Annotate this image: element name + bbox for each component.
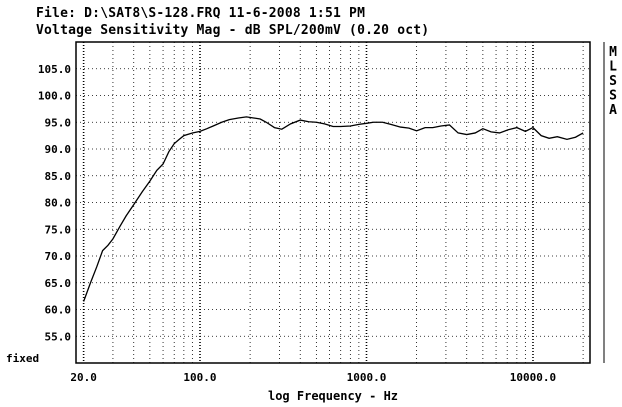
chart-subtitle: Voltage Sensitivity Mag - dB SPL/200mV (… xyxy=(36,23,430,38)
y-tick-label: 75.0 xyxy=(45,223,72,236)
side-letter: S xyxy=(609,74,617,89)
y-tick-label: 105.0 xyxy=(38,63,71,76)
y-tick-label: 90.0 xyxy=(45,143,72,156)
plot-frame xyxy=(75,41,591,364)
x-axis-label: log Frequency - Hz xyxy=(268,389,398,403)
x-tick-label: 100.0 xyxy=(183,371,216,384)
y-tick-label: 65.0 xyxy=(45,277,72,290)
side-letter: M xyxy=(609,45,617,60)
y-tick-label: 60.0 xyxy=(45,304,72,317)
chart-title: File: D:\SAT8\S-128.FRQ 11-6-2008 1:51 P… xyxy=(36,6,366,21)
y-tick-label: 100.0 xyxy=(38,90,71,103)
fixed-label: fixed xyxy=(6,352,39,365)
tick-labels: 105.0 100.0 95.0 90.0 85.0 80.0 75.0 70.0 65.0 60… xyxy=(38,63,556,384)
y-tick-label: 70.0 xyxy=(45,250,72,263)
y-tick-label: 95.0 xyxy=(45,116,72,129)
y-tick-label: 85.0 xyxy=(45,170,72,183)
grid-lines xyxy=(76,42,590,363)
side-letter: L xyxy=(609,60,617,75)
y-tick-label: 55.0 xyxy=(45,330,72,343)
x-tick-label: 20.0 xyxy=(70,371,97,384)
y-tick-label: 80.0 xyxy=(45,197,72,210)
response-curve xyxy=(83,116,584,302)
side-letter: S xyxy=(609,89,617,104)
x-tick-label: 1000.0 xyxy=(347,371,387,384)
x-tick-label: 10000.0 xyxy=(510,371,556,384)
side-letter: A xyxy=(609,103,617,118)
